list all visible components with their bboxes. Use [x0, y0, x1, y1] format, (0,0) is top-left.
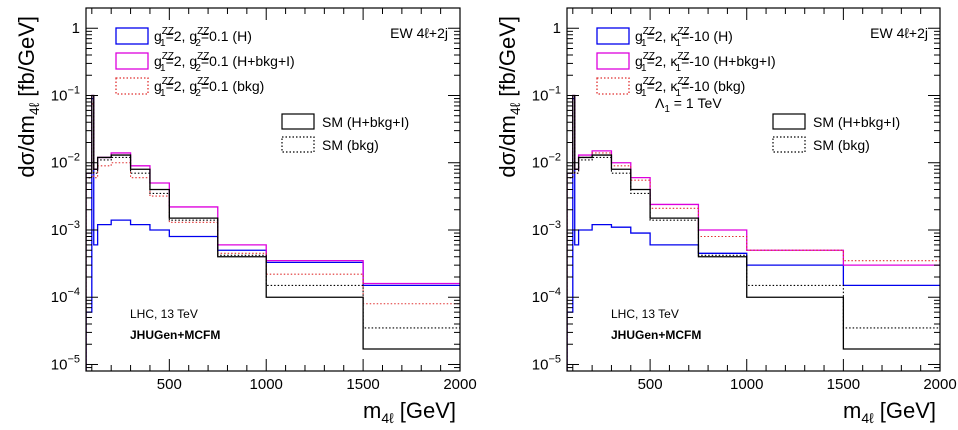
x-tick-label: 1500 [827, 376, 860, 393]
legend-label-0: gZZ 1=2, gZZ 2=0.1 (H) [154, 26, 252, 49]
y-tick-label: 10−3 [532, 219, 561, 239]
legend-label-0: gZZ 1=2, κZZ 1=-10 (H) [635, 26, 733, 49]
legend-label-1: gZZ 1=2, gZZ 2=0.1 (H+bkg+I) [154, 51, 295, 74]
x-tick-label: 2000 [923, 376, 956, 393]
y-tick-label: 10−4 [532, 286, 561, 306]
y-tick-label: 10−1 [51, 84, 80, 104]
x-axis-title: m4ℓ [GeV] [843, 398, 936, 426]
x-tick-label: 1500 [346, 376, 379, 393]
legend-label-4: SM (bkg) [813, 137, 870, 153]
annotation-lhc: LHC, 13 TeV [611, 307, 679, 321]
legend-swatch-2 [596, 77, 630, 95]
y-axis-title: dσ/dm4ℓ [fb/GeV] [14, 16, 42, 178]
annotation-process: EW 4ℓ+2j [390, 25, 448, 41]
legend-label-2: gZZ 1=2, κZZ 1=-10 (bkg) [635, 76, 745, 99]
chart-panel-right: 500 1000 1500 2000 1 10−1 10−2 10−3 10−4 10−5 m4ℓ … [495, 7, 957, 426]
x-tick-label: 500 [638, 376, 663, 393]
y-tick-label: 10−5 [532, 353, 561, 373]
x-tick-label: 1000 [730, 376, 763, 393]
y-tick-label: 1 [72, 20, 80, 37]
x-axis-title: m4ℓ [GeV] [363, 398, 456, 426]
legend-swatch-3 [281, 113, 315, 130]
x-tick-label: 2000 [443, 376, 476, 393]
y-tick-label: 10−1 [532, 84, 561, 104]
annotation-generator: JHUGen+MCFM [130, 328, 220, 342]
y-tick-label: 10−5 [51, 353, 80, 373]
legend-label-1: gZZ 1=2, κZZ 1=-10 (H+bkg+I) [635, 51, 776, 74]
annotation-process: EW 4ℓ+2j [870, 25, 928, 41]
y-tick-label: 10−2 [51, 152, 80, 172]
legend-swatch-1 [596, 52, 630, 70]
y-tick-label: 10−2 [532, 152, 561, 172]
legend-label-3: SM (H+bkg+I) [813, 114, 900, 130]
annotation-generator: JHUGen+MCFM [611, 328, 701, 342]
legend-swatch-4 [772, 136, 806, 153]
x-tick-label: 500 [157, 376, 182, 393]
series-line-4 [86, 101, 460, 371]
y-tick-label: 10−3 [51, 219, 80, 239]
annotation-lambda: Λ1 = 1 TeV [655, 95, 722, 115]
legend-label-3: SM (H+bkg+I) [322, 114, 409, 130]
legend-swatch-2 [115, 77, 149, 95]
x-tick-label: 1000 [250, 376, 283, 393]
legend-swatch-0 [596, 27, 630, 45]
chart-panel-left: 500 1000 1500 2000 1 10−1 10−2 10−3 10−4 10−5 m4ℓ … [14, 7, 477, 426]
y-tick-label: 10−4 [51, 286, 80, 306]
legend-swatch-4 [281, 136, 315, 153]
legend-label-2: gZZ 1=2, gZZ 2=0.1 (bkg) [154, 76, 264, 99]
y-axis-title: dσ/dm4ℓ [fb/GeV] [495, 16, 523, 178]
legend-swatch-0 [115, 27, 149, 45]
y-tick-label: 1 [553, 20, 561, 37]
legend-swatch-3 [772, 113, 806, 130]
legend-label-4: SM (bkg) [322, 137, 379, 153]
annotation-lhc: LHC, 13 TeV [130, 307, 198, 321]
legend-swatch-1 [115, 52, 149, 70]
